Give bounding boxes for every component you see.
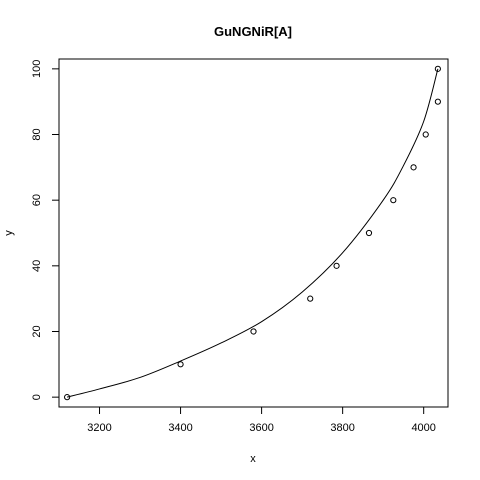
- data-point: [365, 229, 373, 237]
- y-tick-label: 20: [31, 325, 43, 337]
- x-axis-label: x: [250, 453, 256, 465]
- fit-curve: [66, 68, 439, 398]
- data-point: [307, 295, 314, 302]
- data-point: [422, 131, 429, 138]
- y-tick-label: 80: [31, 128, 43, 140]
- y-tick-label: 100: [31, 60, 43, 78]
- data-point: [390, 197, 397, 204]
- data-point: [434, 98, 441, 105]
- data-points-layer: [64, 65, 441, 401]
- fit-curve-layer: [66, 68, 439, 398]
- data-point: [434, 65, 441, 72]
- data-point: [410, 164, 417, 171]
- y-tick-label: 0: [31, 394, 43, 400]
- x-axis: 3200 3400 3600 3800 4000: [87, 406, 436, 434]
- data-point: [64, 394, 71, 401]
- x-tick-label: 3800: [330, 422, 354, 434]
- data-point: [177, 361, 184, 368]
- plot-frame: [58, 58, 449, 408]
- y-tick-label: 40: [31, 260, 43, 272]
- y-axis: 0 20 40 60 80 100: [31, 60, 60, 400]
- data-point: [333, 262, 340, 269]
- y-axis-label: y: [3, 230, 15, 236]
- chart-title: GuNGNiR[A]: [214, 24, 292, 39]
- y-tick-label: 60: [31, 194, 43, 206]
- x-tick-label: 3400: [168, 422, 192, 434]
- x-tick-label: 3200: [87, 422, 111, 434]
- data-point: [250, 328, 257, 335]
- x-tick-label: 3600: [249, 422, 273, 434]
- x-tick-label: 4000: [411, 422, 435, 434]
